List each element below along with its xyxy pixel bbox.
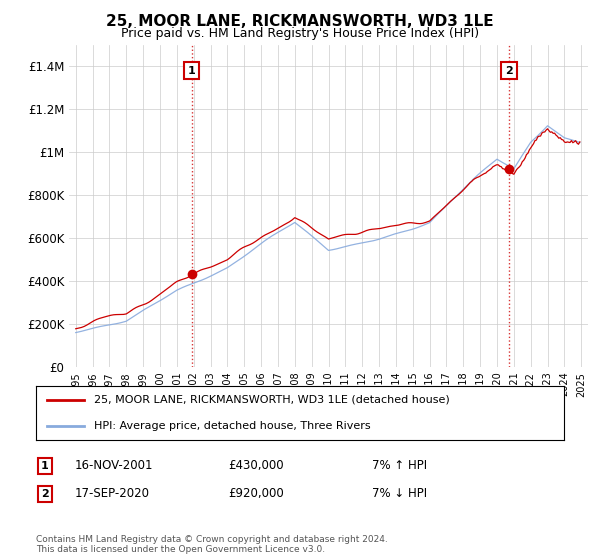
Text: £920,000: £920,000 xyxy=(228,487,284,501)
Text: 25, MOOR LANE, RICKMANSWORTH, WD3 1LE: 25, MOOR LANE, RICKMANSWORTH, WD3 1LE xyxy=(106,14,494,29)
Text: 17-SEP-2020: 17-SEP-2020 xyxy=(75,487,150,501)
Text: 1: 1 xyxy=(41,461,49,471)
Text: 2: 2 xyxy=(505,66,513,76)
Text: 2: 2 xyxy=(41,489,49,499)
Text: £430,000: £430,000 xyxy=(228,459,284,473)
Text: HPI: Average price, detached house, Three Rivers: HPI: Average price, detached house, Thre… xyxy=(94,421,371,431)
Text: 7% ↓ HPI: 7% ↓ HPI xyxy=(372,487,427,501)
Text: 25, MOOR LANE, RICKMANSWORTH, WD3 1LE (detached house): 25, MOOR LANE, RICKMANSWORTH, WD3 1LE (d… xyxy=(94,395,450,405)
Text: Price paid vs. HM Land Registry's House Price Index (HPI): Price paid vs. HM Land Registry's House … xyxy=(121,27,479,40)
Text: Contains HM Land Registry data © Crown copyright and database right 2024.
This d: Contains HM Land Registry data © Crown c… xyxy=(36,535,388,554)
Text: 7% ↑ HPI: 7% ↑ HPI xyxy=(372,459,427,473)
Text: 16-NOV-2001: 16-NOV-2001 xyxy=(75,459,154,473)
Text: 1: 1 xyxy=(188,66,196,76)
